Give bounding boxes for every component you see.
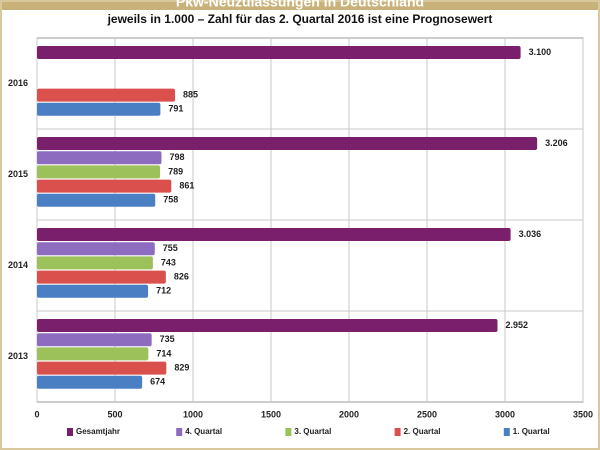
data-label: 712	[156, 286, 171, 296]
bar	[37, 151, 162, 165]
bar	[37, 165, 161, 179]
x-tick-label: 500	[107, 409, 122, 419]
bar	[37, 284, 149, 298]
bar	[37, 375, 143, 389]
bar	[37, 193, 156, 207]
bar	[37, 102, 161, 116]
data-label: 674	[150, 377, 165, 387]
x-tick-label: 3500	[573, 409, 593, 419]
bar	[37, 137, 538, 150]
data-label: 826	[174, 271, 189, 281]
x-tick-label: 2000	[339, 409, 359, 419]
bar	[37, 46, 521, 59]
legend-label: 3. Quartal	[294, 427, 331, 436]
y-tick-label: 2014	[8, 260, 28, 270]
data-label: 755	[163, 243, 178, 253]
x-tick-label: 2500	[417, 409, 437, 419]
x-tick-label: 1500	[261, 409, 281, 419]
data-label: 743	[161, 257, 176, 267]
legend-swatch	[176, 428, 183, 436]
data-label: 758	[163, 195, 178, 205]
bar	[37, 88, 176, 102]
data-label: 789	[168, 166, 183, 176]
data-label: 3.100	[529, 47, 552, 57]
data-label: 861	[179, 180, 194, 190]
legend-label: Gesamtjahr	[76, 427, 120, 436]
chart-subtitle: jeweils in 1.000 – Zahl für das 2. Quart…	[107, 12, 493, 26]
y-tick-label: 2013	[8, 351, 28, 361]
legend-swatch	[67, 428, 73, 436]
x-tick-label: 0	[34, 409, 39, 419]
data-label: 714	[156, 348, 171, 358]
y-tick-label: 2016	[8, 78, 28, 88]
data-label: 735	[160, 334, 175, 344]
legend-swatch	[503, 428, 510, 436]
bar	[37, 347, 149, 361]
x-tick-label: 1000	[183, 409, 203, 419]
y-tick-label: 2015	[8, 169, 28, 179]
bar	[37, 256, 153, 270]
legend-label: 1. Quartal	[513, 427, 550, 436]
bar	[37, 319, 498, 332]
bar	[37, 242, 155, 256]
data-label: 2.952	[506, 320, 529, 330]
data-label: 885	[183, 89, 198, 99]
data-label: 829	[174, 362, 189, 372]
legend-swatch	[285, 428, 292, 436]
legend-label: 4. Quartal	[185, 427, 222, 436]
bar	[37, 361, 167, 375]
data-label: 3.036	[519, 229, 542, 239]
data-label: 3.206	[545, 138, 568, 148]
chart-title: Pkw-Neuzulassungen in Deutschland	[176, 0, 424, 10]
bar	[37, 270, 166, 284]
title-band	[0, 0, 600, 10]
bar	[37, 179, 172, 193]
data-label: 791	[168, 104, 183, 114]
bar	[37, 333, 152, 347]
x-tick-label: 3000	[495, 409, 515, 419]
data-label: 798	[169, 152, 184, 162]
legend-swatch	[394, 428, 401, 436]
bar	[37, 228, 511, 241]
legend-label: 2. Quartal	[404, 427, 441, 436]
